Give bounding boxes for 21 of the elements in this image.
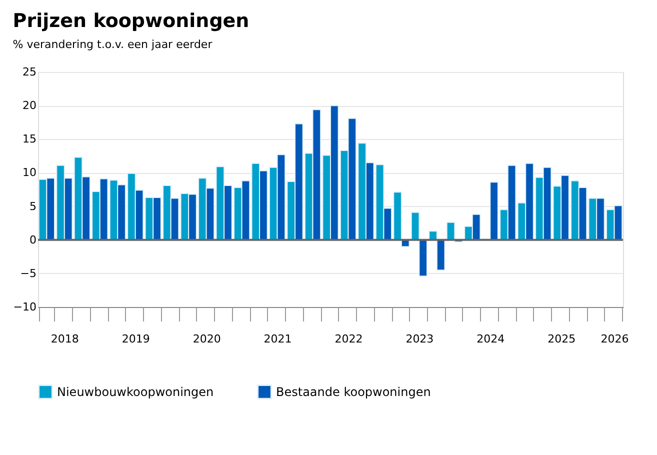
- chart-title: Prijzen koopwoningen: [12, 10, 250, 32]
- y-tick-label: 5: [30, 200, 36, 213]
- y-tick-label: 25: [22, 66, 36, 78]
- y-tick-label: −10: [13, 300, 36, 314]
- x-tick-label: 2024: [476, 332, 505, 346]
- x-tick-label: 2020: [192, 332, 221, 346]
- x-tick-label: 2023: [406, 332, 434, 346]
- legend-label: Nieuwbouwkoopwoningen: [57, 384, 214, 399]
- y-tick-label: 0: [30, 233, 36, 246]
- chart-subtitle: % verandering t.o.v. een jaar eerder: [12, 38, 213, 51]
- x-tick-label: 2021: [264, 332, 292, 346]
- y-tick-label: 10: [22, 166, 36, 180]
- y-tick-label: 15: [22, 132, 36, 146]
- x-tick-label: 2026: [600, 332, 629, 346]
- legend-label: Bestaande koopwoningen: [276, 384, 431, 399]
- y-tick-label: −5: [20, 266, 36, 280]
- x-tick-label: 2022: [334, 332, 363, 346]
- x-tick-label: 2018: [50, 332, 79, 346]
- x-tick-label: 2019: [122, 332, 150, 346]
- x-tick-label: 2025: [548, 332, 576, 346]
- y-tick-label: 20: [22, 99, 36, 112]
